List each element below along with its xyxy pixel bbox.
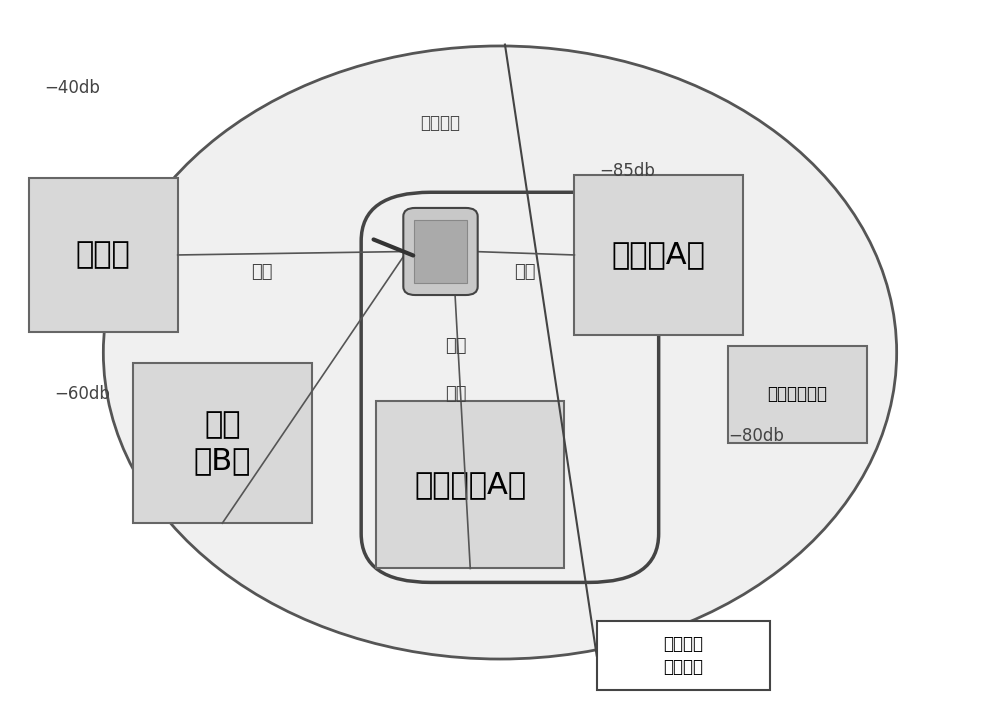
FancyBboxPatch shape — [414, 220, 467, 283]
Text: 搜寻: 搜寻 — [251, 264, 273, 281]
Text: 移动终端: 移动终端 — [421, 114, 461, 132]
FancyBboxPatch shape — [376, 401, 564, 568]
Text: 确定为一
个家电组: 确定为一 个家电组 — [663, 634, 703, 676]
FancyBboxPatch shape — [597, 620, 770, 690]
FancyBboxPatch shape — [728, 345, 867, 443]
Text: 冰筱
（B）: 冰筱 （B） — [194, 410, 251, 475]
Text: −85db: −85db — [599, 162, 655, 180]
FancyBboxPatch shape — [403, 208, 478, 295]
Text: 空调（A）: 空调（A） — [612, 240, 706, 269]
Text: 净化器（A）: 净化器（A） — [414, 470, 526, 499]
Text: −60db: −60db — [54, 386, 110, 403]
Ellipse shape — [103, 46, 897, 659]
Text: 搜寻: 搜寻 — [445, 386, 466, 403]
Text: 搜寻: 搜寻 — [514, 264, 536, 281]
FancyBboxPatch shape — [29, 178, 178, 331]
FancyBboxPatch shape — [574, 175, 743, 335]
Text: −40db: −40db — [44, 79, 100, 97]
Text: −80db: −80db — [728, 427, 784, 445]
FancyBboxPatch shape — [133, 363, 312, 523]
Text: 搜寻: 搜寻 — [445, 336, 466, 355]
Text: 空气管家系统: 空气管家系统 — [768, 386, 828, 403]
Text: 加湿器: 加湿器 — [76, 240, 131, 269]
